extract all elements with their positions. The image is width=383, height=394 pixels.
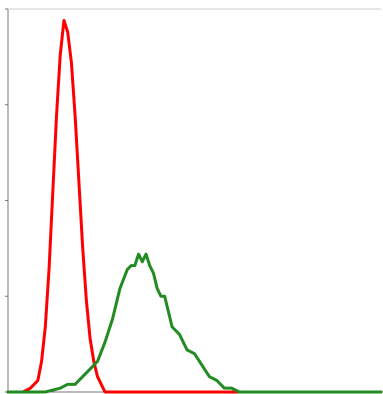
series-line-0 (6, 18, 383, 394)
plot-area (5, 8, 383, 394)
series-line-1 (6, 252, 383, 394)
